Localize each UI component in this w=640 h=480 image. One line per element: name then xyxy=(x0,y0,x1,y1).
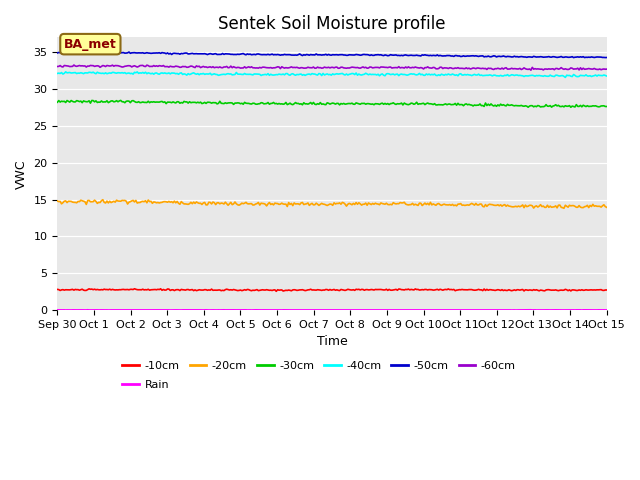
-60cm xyxy=(234,64,241,70)
-50cm xyxy=(54,50,61,56)
-20cm xyxy=(603,204,611,210)
Line: -60cm: -60cm xyxy=(58,65,607,70)
-20cm xyxy=(54,198,61,204)
-60cm xyxy=(54,64,61,70)
-10cm xyxy=(131,286,138,292)
Rain xyxy=(401,307,408,313)
-40cm xyxy=(54,71,61,76)
-20cm xyxy=(234,202,241,208)
Rain xyxy=(54,307,61,313)
-60cm xyxy=(454,65,462,71)
Line: -40cm: -40cm xyxy=(58,72,607,77)
-40cm xyxy=(603,73,611,79)
-40cm xyxy=(454,73,462,79)
-10cm xyxy=(273,288,280,294)
-40cm xyxy=(121,70,129,75)
Rain xyxy=(603,307,611,313)
-30cm xyxy=(54,99,61,105)
-30cm xyxy=(117,97,125,103)
Y-axis label: VWC: VWC xyxy=(15,159,28,189)
Rain xyxy=(234,307,241,313)
-50cm xyxy=(273,52,280,58)
-50cm xyxy=(121,50,129,56)
Line: -30cm: -30cm xyxy=(58,100,607,107)
Title: Sentek Soil Moisture profile: Sentek Soil Moisture profile xyxy=(218,15,446,33)
-50cm xyxy=(454,53,462,59)
-30cm xyxy=(121,100,129,106)
-10cm xyxy=(54,287,61,292)
-60cm xyxy=(70,62,78,68)
-60cm xyxy=(401,65,408,71)
-30cm xyxy=(454,100,462,106)
-40cm xyxy=(561,74,569,80)
-20cm xyxy=(273,201,280,206)
-60cm xyxy=(451,65,459,71)
-50cm xyxy=(401,52,408,58)
Rain xyxy=(273,307,280,312)
-10cm xyxy=(452,287,460,293)
-20cm xyxy=(99,197,107,203)
-50cm xyxy=(76,48,83,54)
-60cm xyxy=(121,63,129,69)
-10cm xyxy=(456,287,463,292)
-20cm xyxy=(121,198,129,204)
-10cm xyxy=(120,287,127,292)
Line: -20cm: -20cm xyxy=(58,200,607,208)
Rain xyxy=(84,307,92,312)
-30cm xyxy=(451,101,459,107)
-30cm xyxy=(567,104,575,110)
Rain xyxy=(121,307,129,313)
X-axis label: Time: Time xyxy=(317,336,348,348)
-30cm xyxy=(234,100,241,106)
Text: BA_met: BA_met xyxy=(64,37,116,51)
-20cm xyxy=(560,205,568,211)
Line: -10cm: -10cm xyxy=(58,289,607,291)
-60cm xyxy=(527,67,535,73)
-20cm xyxy=(454,201,462,207)
-30cm xyxy=(603,104,611,109)
-10cm xyxy=(234,288,241,293)
-40cm xyxy=(273,72,280,77)
Rain xyxy=(451,307,459,313)
-50cm xyxy=(603,55,611,60)
-50cm xyxy=(451,53,459,59)
-60cm xyxy=(603,66,611,72)
Line: -50cm: -50cm xyxy=(58,51,607,58)
-10cm xyxy=(274,287,282,293)
-60cm xyxy=(273,64,280,70)
-40cm xyxy=(62,69,70,75)
-40cm xyxy=(451,72,459,78)
-40cm xyxy=(234,71,241,77)
Rain xyxy=(454,307,462,313)
Legend: Rain: Rain xyxy=(118,376,173,395)
Rain xyxy=(512,307,520,313)
-10cm xyxy=(603,287,611,293)
-40cm xyxy=(401,72,408,77)
-20cm xyxy=(451,202,459,208)
-20cm xyxy=(401,199,408,205)
-10cm xyxy=(402,287,410,292)
-30cm xyxy=(401,100,408,106)
-30cm xyxy=(273,100,280,106)
-50cm xyxy=(234,51,241,57)
-50cm xyxy=(570,55,577,60)
